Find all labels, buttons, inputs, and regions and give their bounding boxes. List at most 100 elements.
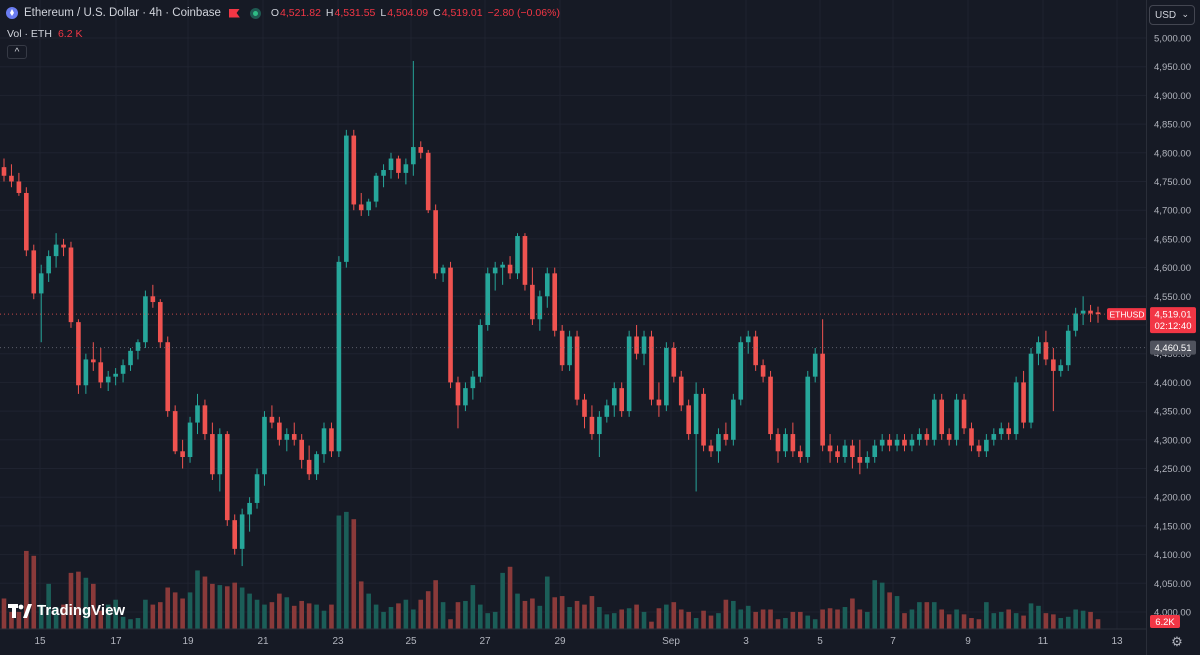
time-tick-label: 27 (479, 636, 491, 647)
candle-body (805, 376, 811, 458)
time-axis: 15 17 19 21 23 25 27 29 Sep 3 5 7 9 11 13 (0, 628, 1146, 647)
volume-bar (165, 587, 171, 629)
candle-body (991, 434, 997, 440)
volume-bar (224, 586, 230, 629)
candle-body (738, 342, 744, 400)
volume-bar (157, 602, 163, 629)
open-label: O (270, 7, 280, 19)
volume-bar (1043, 613, 1049, 629)
volume-bar (604, 614, 610, 629)
volume-bar (686, 611, 691, 629)
candle-body (864, 457, 870, 463)
price-tick-label: 4,050.00 (1154, 579, 1191, 590)
volume-bar (1036, 605, 1041, 629)
volume-bar (537, 605, 543, 629)
volume-bar (693, 618, 699, 629)
volume-bar (902, 613, 907, 629)
time-tick-label: 21 (257, 636, 269, 647)
candle-body (522, 236, 528, 285)
price-tick-label: 4,250.00 (1154, 464, 1191, 475)
time-tick-label: 19 (182, 636, 194, 647)
volume-bar (463, 600, 468, 629)
volume-bar (1013, 613, 1019, 629)
candle-body (61, 244, 66, 248)
time-tick-label: 7 (890, 636, 896, 647)
candle-body (760, 365, 766, 377)
volume-bar (217, 585, 223, 629)
volume-bar (597, 607, 602, 629)
price-axis: 5,000.00 4,950.00 4,900.00 4,850.00 4,800.00… (1154, 34, 1191, 619)
volume-bar (745, 605, 751, 629)
current-price-tag: 4,519.01 (1155, 310, 1192, 321)
time-tick-label: 25 (405, 636, 417, 647)
high-label: H (325, 7, 334, 19)
price-tick-label: 4,350.00 (1154, 407, 1191, 418)
candle-body (842, 445, 848, 458)
candle-body (939, 399, 945, 435)
candle-body (254, 474, 260, 503)
volume-bar (336, 515, 342, 629)
volume-bar (470, 585, 476, 629)
volume-bar (701, 610, 706, 629)
candle-body (53, 244, 59, 257)
candle-body (507, 264, 513, 274)
volume-bar (269, 602, 275, 629)
candle-body (827, 445, 833, 452)
symbol-title[interactable]: Ethereum / U.S. Dollar · 4h · Coinbase (24, 7, 221, 19)
volume-bar (239, 587, 245, 629)
candle-body (1013, 382, 1019, 435)
volume-bar (172, 592, 178, 629)
candle-body (485, 273, 491, 325)
volume-bar (574, 600, 580, 629)
tradingview-logo[interactable]: TradingView (8, 602, 125, 619)
price-tick-label: 4,850.00 (1154, 120, 1191, 131)
candle-body (1080, 310, 1086, 314)
volume-bar (143, 599, 148, 629)
volume-bar (306, 603, 312, 629)
volume-bar (180, 598, 185, 629)
candle-body (425, 152, 431, 211)
candle-body (366, 201, 371, 211)
candle-body (582, 399, 587, 417)
volume-bar (46, 583, 51, 629)
time-tick-label: 15 (34, 636, 46, 647)
logo-text: TradingView (37, 602, 126, 619)
volume-bar (38, 604, 44, 629)
volume-bar (738, 609, 744, 629)
candle-body (879, 439, 885, 446)
candle-body (314, 454, 319, 475)
candle-body (1073, 313, 1078, 331)
collapse-legend-button[interactable]: ^ (7, 45, 27, 59)
candle-body (745, 336, 751, 343)
volume-bar (1080, 610, 1086, 629)
candle-body (321, 428, 327, 455)
candle-body (857, 457, 863, 463)
price-tick-label: 4,100.00 (1154, 550, 1191, 561)
candle-body (403, 164, 409, 173)
flag-icon[interactable] (228, 8, 240, 18)
volume-bar (708, 615, 714, 629)
candle-body (1, 167, 7, 176)
candle-body (284, 434, 290, 440)
candle-body (202, 405, 208, 435)
candle-body (768, 376, 773, 435)
volume-bar (1006, 609, 1012, 629)
axis-separator (1146, 0, 1147, 655)
candle-body (329, 428, 334, 452)
volume-bar (388, 607, 394, 629)
volume-bar (1088, 611, 1093, 629)
market-status-icon[interactable] (249, 7, 261, 19)
candle-body (946, 434, 952, 440)
volume-bar (1021, 615, 1026, 629)
candle-body (552, 273, 558, 331)
currency-select[interactable]: USD ⌄ (1149, 5, 1195, 25)
volume-bar (805, 615, 811, 629)
volume-bar (381, 611, 386, 629)
high-value: 4,531.55 (334, 7, 376, 19)
gear-icon[interactable]: ⚙ (1171, 634, 1183, 649)
volume-bar (976, 619, 982, 629)
candle-body (455, 382, 461, 406)
volume-bar (850, 598, 855, 629)
candle-body (924, 434, 930, 440)
